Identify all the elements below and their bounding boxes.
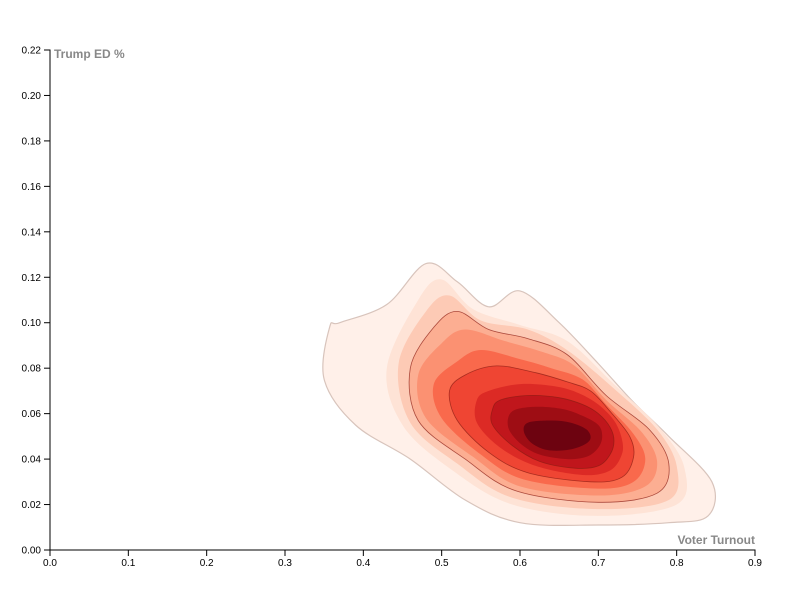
y-tick-label: 0.10 [22, 318, 42, 329]
y-tick: 0.16 [22, 182, 50, 193]
x-tick-label: 0.2 [200, 558, 214, 569]
y-tick: 0.14 [22, 227, 50, 238]
y-tick-label: 0.08 [22, 364, 42, 375]
x-tick: 0.4 [356, 550, 371, 569]
density-band-11 [523, 420, 591, 451]
x-tick-label: 0.0 [43, 558, 57, 569]
x-axis-title: Voter Turnout [677, 533, 755, 547]
y-axis-line [44, 49, 51, 551]
y-tick-label: 0.02 [22, 500, 42, 511]
x-axis-line [49, 549, 756, 556]
y-axis: 0.00 0.02 0.04 0.06 0.08 0.10 0.12 0.14 0.16 0.18… [22, 46, 51, 557]
y-tick: 0.20 [22, 91, 50, 102]
y-tick: 0.06 [22, 409, 50, 420]
x-tick-label: 0.8 [670, 558, 684, 569]
y-tick: 0.08 [22, 364, 50, 375]
y-tick: 0.18 [22, 136, 50, 147]
density-contours [322, 262, 717, 527]
y-tick: 0.02 [22, 500, 50, 511]
x-tick: 0.3 [278, 550, 292, 569]
x-tick-label: 0.3 [278, 558, 292, 569]
y-tick-label: 0.00 [22, 546, 42, 557]
x-tick-label: 0.5 [435, 558, 449, 569]
y-tick: 0.00 [22, 546, 50, 557]
x-tick: 0.8 [670, 550, 684, 569]
y-tick: 0.04 [22, 455, 50, 466]
x-tick: 0.0 [43, 550, 57, 569]
x-tick-label: 0.6 [513, 558, 527, 569]
y-tick-label: 0.14 [22, 227, 42, 238]
x-tick: 0.5 [435, 550, 449, 569]
x-tick: 0.9 [748, 550, 762, 569]
x-tick: 0.6 [513, 550, 527, 569]
x-axis: 0.0 0.1 0.2 0.3 0.4 0.5 0.6 0.7 0.8 0.9 [43, 549, 762, 569]
y-tick: 0.10 [22, 318, 50, 329]
x-tick-label: 0.4 [356, 558, 370, 569]
y-tick-label: 0.04 [22, 455, 42, 466]
y-tick-label: 0.22 [22, 46, 42, 57]
y-tick-label: 0.12 [22, 273, 42, 284]
y-tick-label: 0.06 [22, 409, 42, 420]
x-tick: 0.1 [121, 550, 136, 569]
y-tick: 0.22 [22, 46, 50, 57]
x-tick-label: 0.7 [591, 558, 605, 569]
y-tick: 0.12 [22, 273, 50, 284]
y-tick-label: 0.16 [22, 182, 42, 193]
x-tick-label: 0.9 [748, 558, 762, 569]
x-tick-label: 0.1 [121, 558, 135, 569]
x-tick: 0.7 [591, 550, 606, 569]
y-tick-label: 0.18 [22, 136, 42, 147]
y-tick-label: 0.20 [22, 91, 42, 102]
y-axis-title: Trump ED % [54, 47, 125, 61]
x-tick: 0.2 [200, 550, 214, 569]
